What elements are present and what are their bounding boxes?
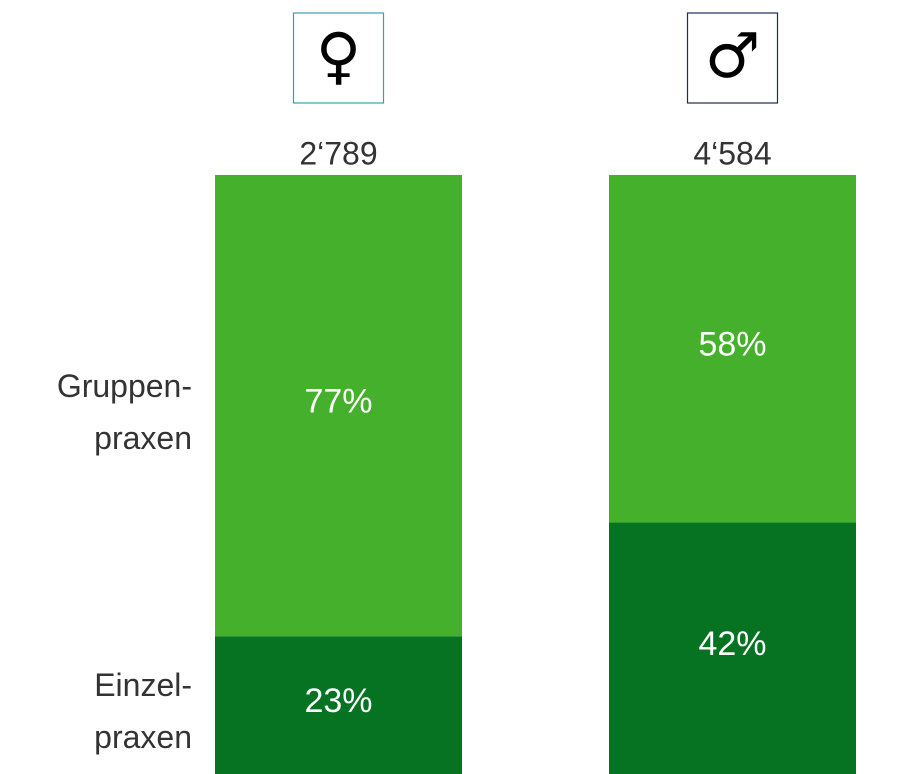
value-label: 58%	[698, 326, 766, 364]
total-label: 4‘584	[693, 135, 771, 171]
total-label: 2‘789	[299, 135, 377, 171]
bar-segment	[215, 636, 462, 774]
category-label: ♀	[316, 19, 361, 92]
value-label: 42%	[698, 625, 766, 663]
bar-segment	[609, 522, 856, 774]
legend-label: Gruppen- praxen	[56, 367, 192, 456]
bar-segment	[215, 175, 462, 637]
category-label: ♂	[705, 19, 761, 92]
bar-segment	[609, 175, 856, 523]
legend-label: Einzel- praxen	[94, 667, 192, 756]
value-label: 77%	[304, 383, 372, 421]
category-box	[292, 12, 385, 104]
value-label: 23%	[304, 682, 372, 720]
category-box	[686, 12, 779, 104]
